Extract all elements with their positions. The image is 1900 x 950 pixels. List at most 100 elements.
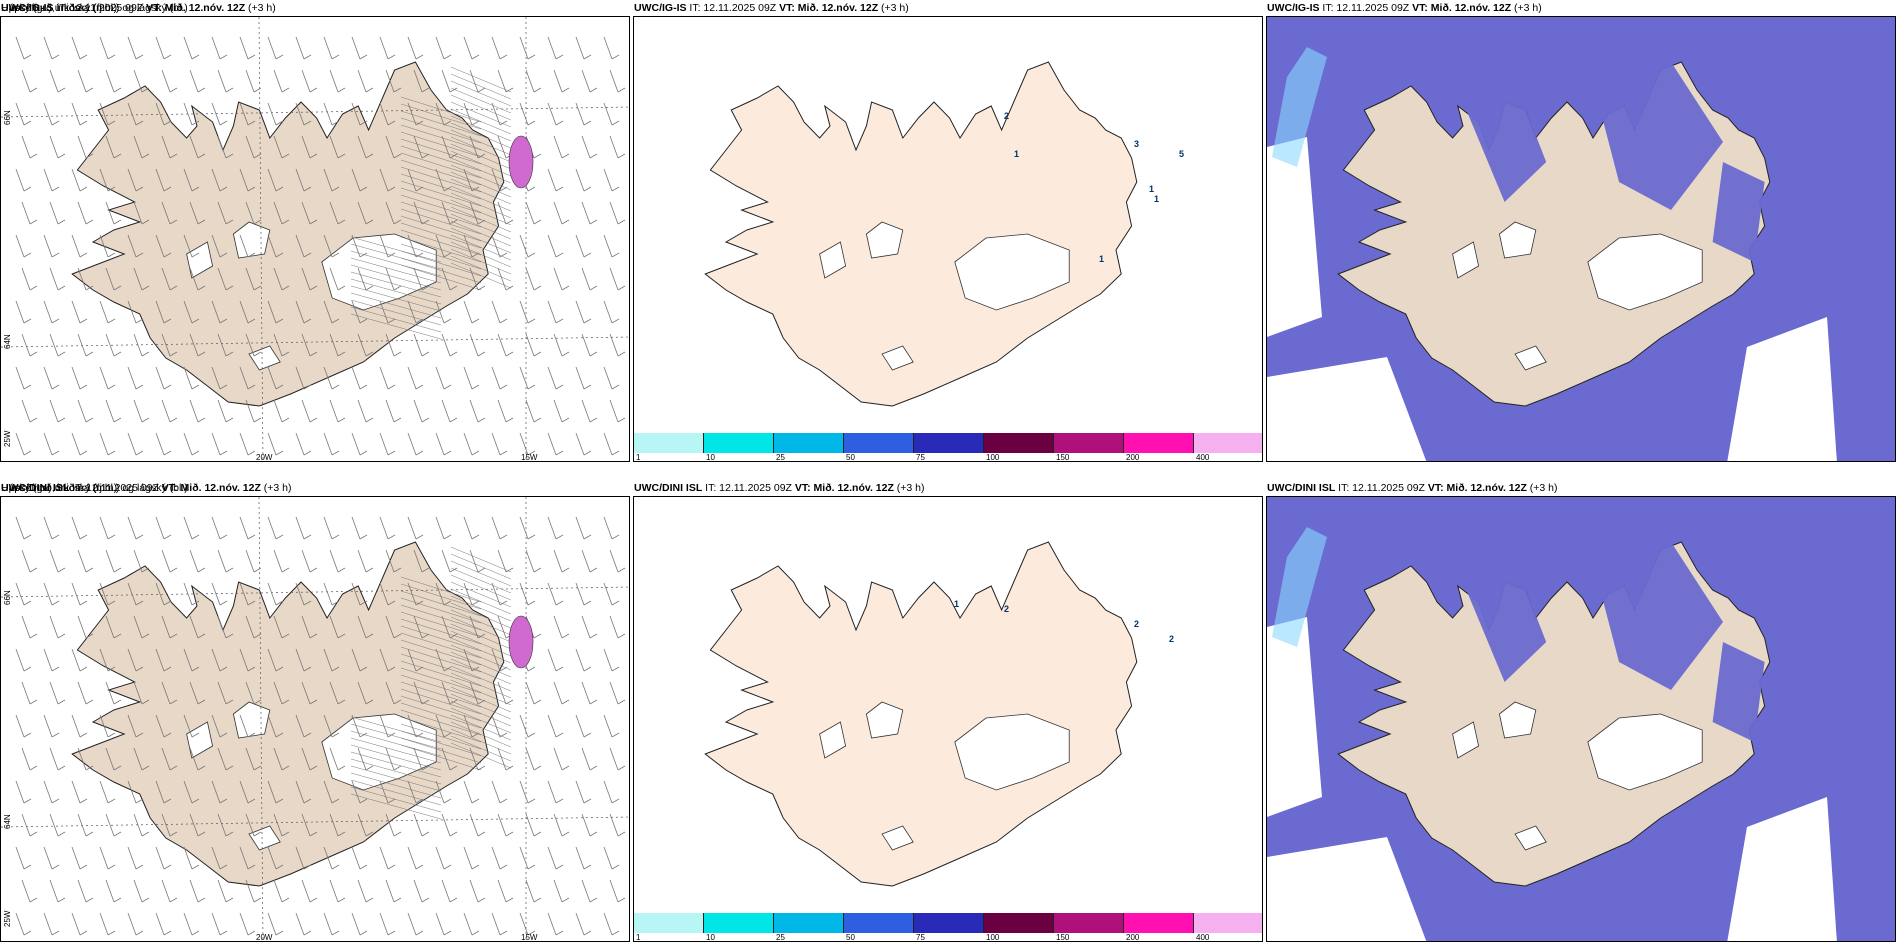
wind-barb	[469, 333, 486, 357]
wind-barb	[105, 135, 122, 159]
wind-barb	[385, 69, 402, 93]
wind-barb	[211, 102, 228, 126]
wind-barb	[295, 168, 312, 192]
wind-barb	[553, 747, 570, 771]
wind-barb	[323, 648, 340, 672]
wind-barb	[189, 399, 206, 423]
wind-barb	[385, 399, 402, 423]
wind-barb	[525, 399, 542, 423]
wind-barb	[525, 201, 542, 225]
wind-barb	[491, 912, 508, 936]
wind-barb	[217, 399, 234, 423]
wind-barb	[295, 102, 312, 126]
wind-barb	[575, 366, 592, 390]
wind-barb	[575, 432, 592, 456]
wind-barb	[161, 681, 178, 705]
colorbar-tick: 10	[706, 453, 715, 462]
wind-barb	[441, 399, 458, 423]
wind-barb	[351, 36, 368, 60]
wind-barb	[519, 366, 536, 390]
wind-barb	[49, 813, 66, 837]
glacier	[1452, 241, 1480, 279]
wind-barb	[519, 516, 536, 540]
wind-barb	[323, 168, 340, 192]
wind-barb	[161, 69, 178, 93]
model-name: UWC/DINI ISL	[1267, 482, 1336, 494]
colorbar-tick: 400	[1196, 933, 1210, 942]
wind-barb	[127, 102, 144, 126]
cloud-patch	[1593, 542, 1723, 690]
wind-barb	[581, 69, 598, 93]
wind-barb	[105, 399, 122, 423]
wind-barb	[155, 432, 172, 456]
wind-barb	[49, 879, 66, 903]
wind-barb	[43, 300, 60, 324]
colorbar-swatch	[634, 433, 704, 453]
wind-barb	[155, 714, 172, 738]
wind-barb	[407, 516, 424, 540]
wind-barb	[581, 615, 598, 639]
wind-barb	[379, 516, 396, 540]
wind-barb	[491, 300, 508, 324]
wind-barb	[217, 549, 234, 573]
lon-label: 15W	[521, 453, 538, 462]
panel-header: UWC/IG-IS IT: 12.11.2025 09Z VT: Mið. 12…	[1, 2, 276, 18]
wind-barb	[323, 36, 340, 60]
wind-barb	[547, 432, 564, 456]
model-name: UWC/IG-IS	[634, 2, 687, 14]
colorbar-swatch	[1124, 433, 1194, 453]
precip-hatch	[400, 96, 482, 291]
wind-barb	[581, 879, 598, 903]
colorbar-swatch	[914, 433, 984, 453]
wind-barb	[609, 747, 626, 771]
wind-barb	[441, 813, 458, 837]
wind-barb	[463, 366, 480, 390]
wind-barb	[71, 432, 88, 456]
wind-barb	[161, 813, 178, 837]
wind-barb	[267, 780, 284, 804]
wind-barb	[609, 201, 626, 225]
wind-barb	[435, 300, 452, 324]
panel-header: UWC/IG-IS IT: 12.11.2025 09Z VT: Mið. 12…	[1267, 2, 1542, 18]
precip-hatch	[350, 716, 442, 820]
wind-barb	[189, 681, 206, 705]
wind-barb	[21, 135, 38, 159]
wind-barb	[435, 582, 452, 606]
wind-barb	[133, 615, 150, 639]
cloud-patch	[1463, 562, 1547, 682]
wind-barb	[547, 36, 564, 60]
map-canvas	[1, 497, 629, 941]
wind-barb	[245, 549, 262, 573]
precip-value-label: 1	[1154, 194, 1159, 204]
wind-barb	[245, 135, 262, 159]
wind-barb	[183, 846, 200, 870]
wind-barb	[553, 201, 570, 225]
wind-barb	[295, 516, 312, 540]
glacier	[1452, 721, 1480, 759]
wind-barb	[217, 681, 234, 705]
wind-barb	[105, 681, 122, 705]
wind-barb	[71, 780, 88, 804]
field-description: Háský (gr.), miðský (fj.bl.) og lágský (…	[1, 2, 188, 14]
wind-barb	[553, 879, 570, 903]
lon-label: 15W	[521, 933, 538, 942]
wind-barb	[99, 432, 116, 456]
wind-barb	[183, 648, 200, 672]
cloud-patch	[1593, 62, 1723, 210]
wind-barb	[497, 747, 514, 771]
wind-barb	[491, 780, 508, 804]
wind-barb	[21, 201, 38, 225]
wind-barb	[609, 549, 626, 573]
wind-barb	[183, 366, 200, 390]
wind-barb	[581, 399, 598, 423]
wind-barb	[407, 846, 424, 870]
wind-barb	[267, 168, 284, 192]
wind-barb	[127, 432, 144, 456]
wind-barb	[323, 234, 340, 258]
wind-barb	[553, 333, 570, 357]
colorbar-ticks: 1 10 25 50 75 100 150 200 400	[634, 933, 1262, 942]
wind-barb	[575, 912, 592, 936]
wind-barb	[385, 267, 402, 291]
wind-barb	[15, 846, 32, 870]
wind-barb	[217, 879, 234, 903]
